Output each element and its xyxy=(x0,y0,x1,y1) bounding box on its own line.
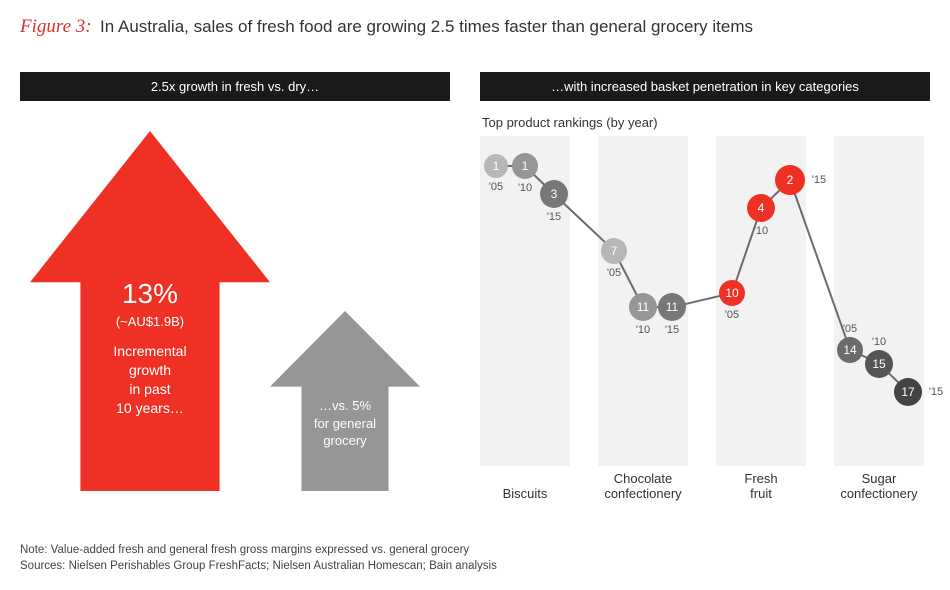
grocery-desc-line: …vs. 5% xyxy=(319,397,371,415)
rank-year-label: '10 xyxy=(518,182,532,194)
rank-dot: 17 xyxy=(894,378,922,406)
rank-year-label: '10 xyxy=(754,225,768,237)
rank-year-label: '15 xyxy=(812,174,826,186)
footnote-note: Note: Value-added fresh and general fres… xyxy=(20,542,497,558)
arrow-area: 13%(~AU$1.9B) Incrementalgrowthin past10 … xyxy=(20,101,450,501)
footnote: Note: Value-added fresh and general fres… xyxy=(20,542,497,574)
rank-dot: 1 xyxy=(512,153,538,179)
rank-year-label: '10 xyxy=(636,324,650,336)
rank-year-label: '05 xyxy=(489,181,503,193)
fresh-arrow-text: 13%(~AU$1.9B) Incrementalgrowthin past10 … xyxy=(30,275,270,418)
fresh-pct: 13% xyxy=(122,275,178,313)
fresh-desc-line: in past xyxy=(129,380,170,399)
rank-year-label: '15 xyxy=(547,211,561,223)
fresh-desc-line: growth xyxy=(129,361,171,380)
rank-dot: 3 xyxy=(540,180,568,208)
fresh-desc-line: 10 years… xyxy=(116,399,184,418)
rank-dot: 4 xyxy=(747,194,775,222)
left-panel-header: 2.5x growth in fresh vs. dry… xyxy=(20,72,450,101)
rank-subtitle: Top product rankings (by year) xyxy=(482,115,930,130)
rank-dot: 11 xyxy=(658,293,686,321)
fresh-desc-line: Incremental xyxy=(113,342,186,361)
panels: 2.5x growth in fresh vs. dry… 13%(~AU$1.… xyxy=(20,72,930,520)
rank-column-label: Sugarconfectionery xyxy=(824,471,934,502)
rank-chart: BiscuitsChocolateconfectioneryFreshfruit… xyxy=(480,136,930,466)
figure-title: In Australia, sales of fresh food are gr… xyxy=(100,17,753,36)
fresh-subvalue: (~AU$1.9B) xyxy=(116,313,184,331)
rank-dot: 15 xyxy=(865,350,893,378)
rank-year-label: '05 xyxy=(607,267,621,279)
grocery-arrow: …vs. 5%for generalgrocery xyxy=(270,311,420,491)
fresh-arrow: 13%(~AU$1.9B) Incrementalgrowthin past10 … xyxy=(30,131,270,491)
rank-year-label: '05 xyxy=(843,323,857,335)
rank-dot: 14 xyxy=(837,337,863,363)
rank-dot: 7 xyxy=(601,238,627,264)
left-panel: 2.5x growth in fresh vs. dry… 13%(~AU$1.… xyxy=(20,72,450,520)
rank-dot: 11 xyxy=(629,293,657,321)
right-panel: …with increased basket penetration in ke… xyxy=(480,72,930,520)
rank-dot: 1 xyxy=(484,154,508,178)
rank-year-label: '05 xyxy=(725,309,739,321)
footnote-sources: Sources: Nielsen Perishables Group Fresh… xyxy=(20,558,497,574)
rank-column: Sugarconfectionery xyxy=(834,136,924,466)
rank-dot: 2 xyxy=(775,165,805,195)
rank-column-label: Biscuits xyxy=(470,486,580,502)
grocery-desc-line: for general xyxy=(314,415,376,433)
rank-column-label: Chocolateconfectionery xyxy=(588,471,698,502)
right-panel-header: …with increased basket penetration in ke… xyxy=(480,72,930,101)
grocery-arrow-text: …vs. 5%for generalgrocery xyxy=(270,397,420,450)
rank-year-label: '10 xyxy=(872,336,886,348)
figure-label: Figure 3: xyxy=(20,16,92,37)
grocery-desc-line: grocery xyxy=(323,432,366,450)
rank-dot: 10 xyxy=(719,280,745,306)
rank-column-label: Freshfruit xyxy=(706,471,816,502)
rank-year-label: '15 xyxy=(665,324,679,336)
figure-title-row: Figure 3: In Australia, sales of fresh f… xyxy=(20,16,930,38)
rank-year-label: '15 xyxy=(929,386,943,398)
